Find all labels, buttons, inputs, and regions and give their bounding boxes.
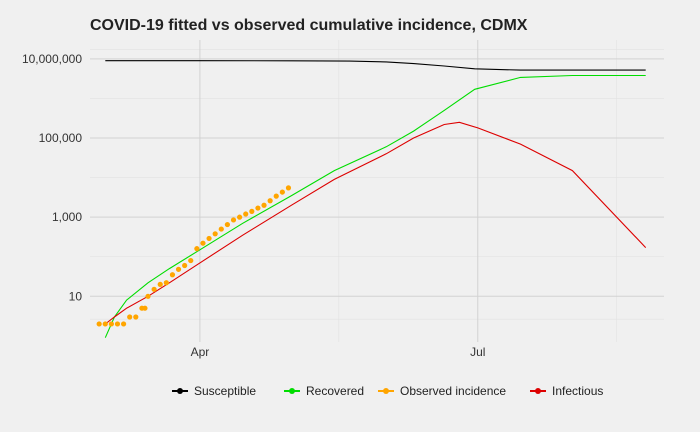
data-point	[218, 226, 224, 232]
data-point	[212, 231, 218, 237]
data-point	[206, 235, 212, 242]
legend-item: Susceptible	[170, 384, 256, 398]
legend-label: Susceptible	[194, 384, 257, 398]
data-point	[127, 314, 133, 320]
data-point	[243, 211, 249, 217]
legend-label: Recovered	[306, 384, 365, 398]
data-point	[108, 321, 114, 327]
data-point	[285, 185, 292, 191]
legend: Susceptible Recovered Observed incidence In…	[0, 384, 700, 406]
data-point	[261, 202, 267, 208]
data-point	[157, 281, 163, 287]
data-point	[102, 321, 108, 327]
series-line-infectious	[104, 121, 647, 325]
data-point	[249, 208, 255, 214]
data-point	[151, 286, 157, 292]
data-point	[163, 280, 169, 286]
data-point	[120, 321, 127, 327]
data-point	[224, 221, 230, 228]
data-point	[237, 214, 243, 220]
legend-item: Infectious	[528, 384, 603, 398]
data-point	[255, 205, 261, 211]
data-point	[279, 189, 285, 195]
legend-item: Observed incidence	[376, 384, 506, 398]
y-tick-label: 10	[69, 289, 83, 303]
y-tick-label: 10,000,000	[22, 52, 82, 66]
chart-title: COVID-19 fitted vs observed cumulative i…	[90, 17, 528, 34]
series-line-susceptible	[105, 60, 646, 71]
data-point	[145, 293, 151, 299]
data-point	[200, 240, 206, 246]
data-point	[96, 321, 102, 327]
data-point	[142, 305, 148, 311]
data-point	[194, 246, 200, 252]
data-point	[133, 314, 139, 320]
data-point	[230, 217, 237, 223]
legend-label: Infectious	[552, 384, 604, 398]
legend-key	[528, 384, 548, 398]
legend-key	[282, 384, 302, 398]
y-tick-label: 100,000	[39, 131, 83, 145]
data-point	[175, 266, 182, 272]
series-points-observed-incidence	[96, 185, 292, 327]
y-tick-label: 1,000	[52, 210, 82, 224]
data-point	[267, 198, 273, 204]
legend-label: Observed incidence	[400, 384, 507, 398]
x-tick-label: Apr	[191, 345, 210, 359]
legend-key	[170, 384, 190, 398]
series-line-recovered	[104, 74, 646, 338]
data-point	[188, 257, 194, 264]
data-point	[182, 262, 188, 269]
data-point	[114, 321, 121, 327]
legend-item: Recovered	[282, 384, 364, 398]
x-tick-label: Jul	[470, 345, 485, 359]
data-point	[169, 272, 176, 278]
legend-key	[376, 384, 396, 398]
data-point	[273, 193, 279, 199]
